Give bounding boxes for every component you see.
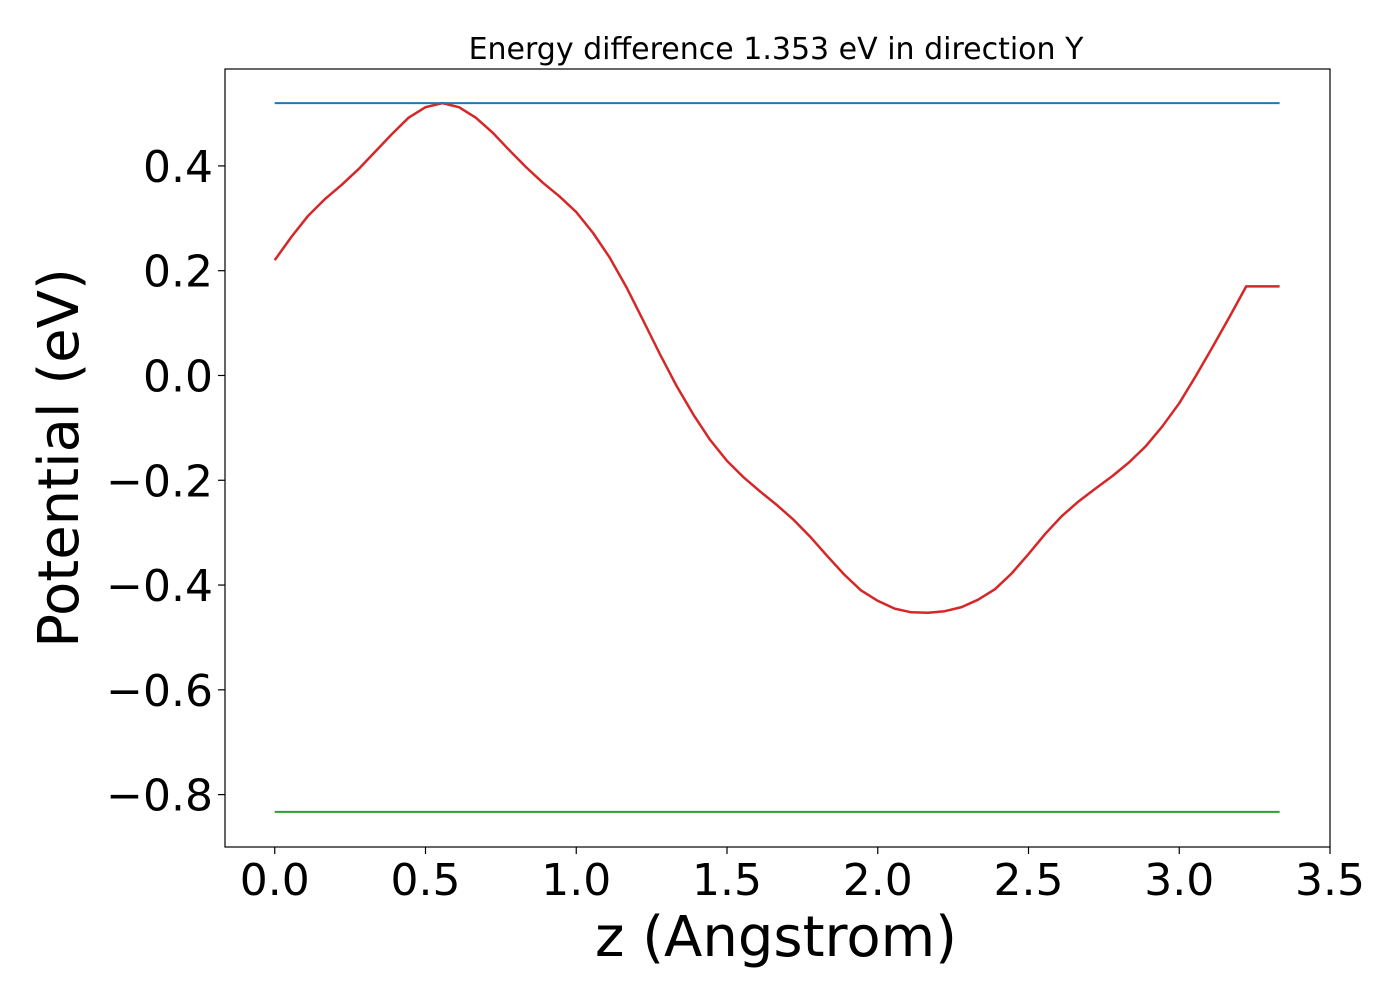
y-tick-label: 0.0 bbox=[143, 351, 213, 402]
x-tick-label: 0.5 bbox=[391, 855, 461, 906]
x-tick-label: 2.0 bbox=[843, 855, 913, 906]
y-tick-label: −0.6 bbox=[106, 666, 213, 717]
x-tick-label: 1.0 bbox=[541, 855, 611, 906]
x-axis: 0.0 0.5 1.0 1.5 2.0 2.5 3.0 3.5 bbox=[240, 847, 1365, 906]
x-tick-label: 0.0 bbox=[240, 855, 310, 906]
y-tick-label: 0.4 bbox=[143, 142, 213, 193]
y-axis-label: Potential (eV) bbox=[27, 268, 92, 648]
x-tick-label: 3.0 bbox=[1144, 855, 1214, 906]
chart-title: Energy difference 1.353 eV in direction … bbox=[469, 32, 1085, 67]
x-axis-label: z (Angstrom) bbox=[595, 905, 957, 970]
plot-area bbox=[224, 68, 1331, 848]
y-tick-label: −0.8 bbox=[106, 771, 213, 822]
y-tick-label: 0.2 bbox=[143, 247, 213, 298]
y-axis: −0.8 −0.6 −0.4 −0.2 0.0 0.2 0.4 bbox=[106, 142, 225, 822]
x-tick-label: 1.5 bbox=[692, 855, 762, 906]
y-tick-label: −0.2 bbox=[106, 456, 213, 507]
x-tick-label: 3.5 bbox=[1295, 855, 1365, 906]
y-tick-label: −0.4 bbox=[106, 561, 213, 612]
x-tick-label: 2.5 bbox=[994, 855, 1064, 906]
series-layer bbox=[273, 101, 1280, 813]
